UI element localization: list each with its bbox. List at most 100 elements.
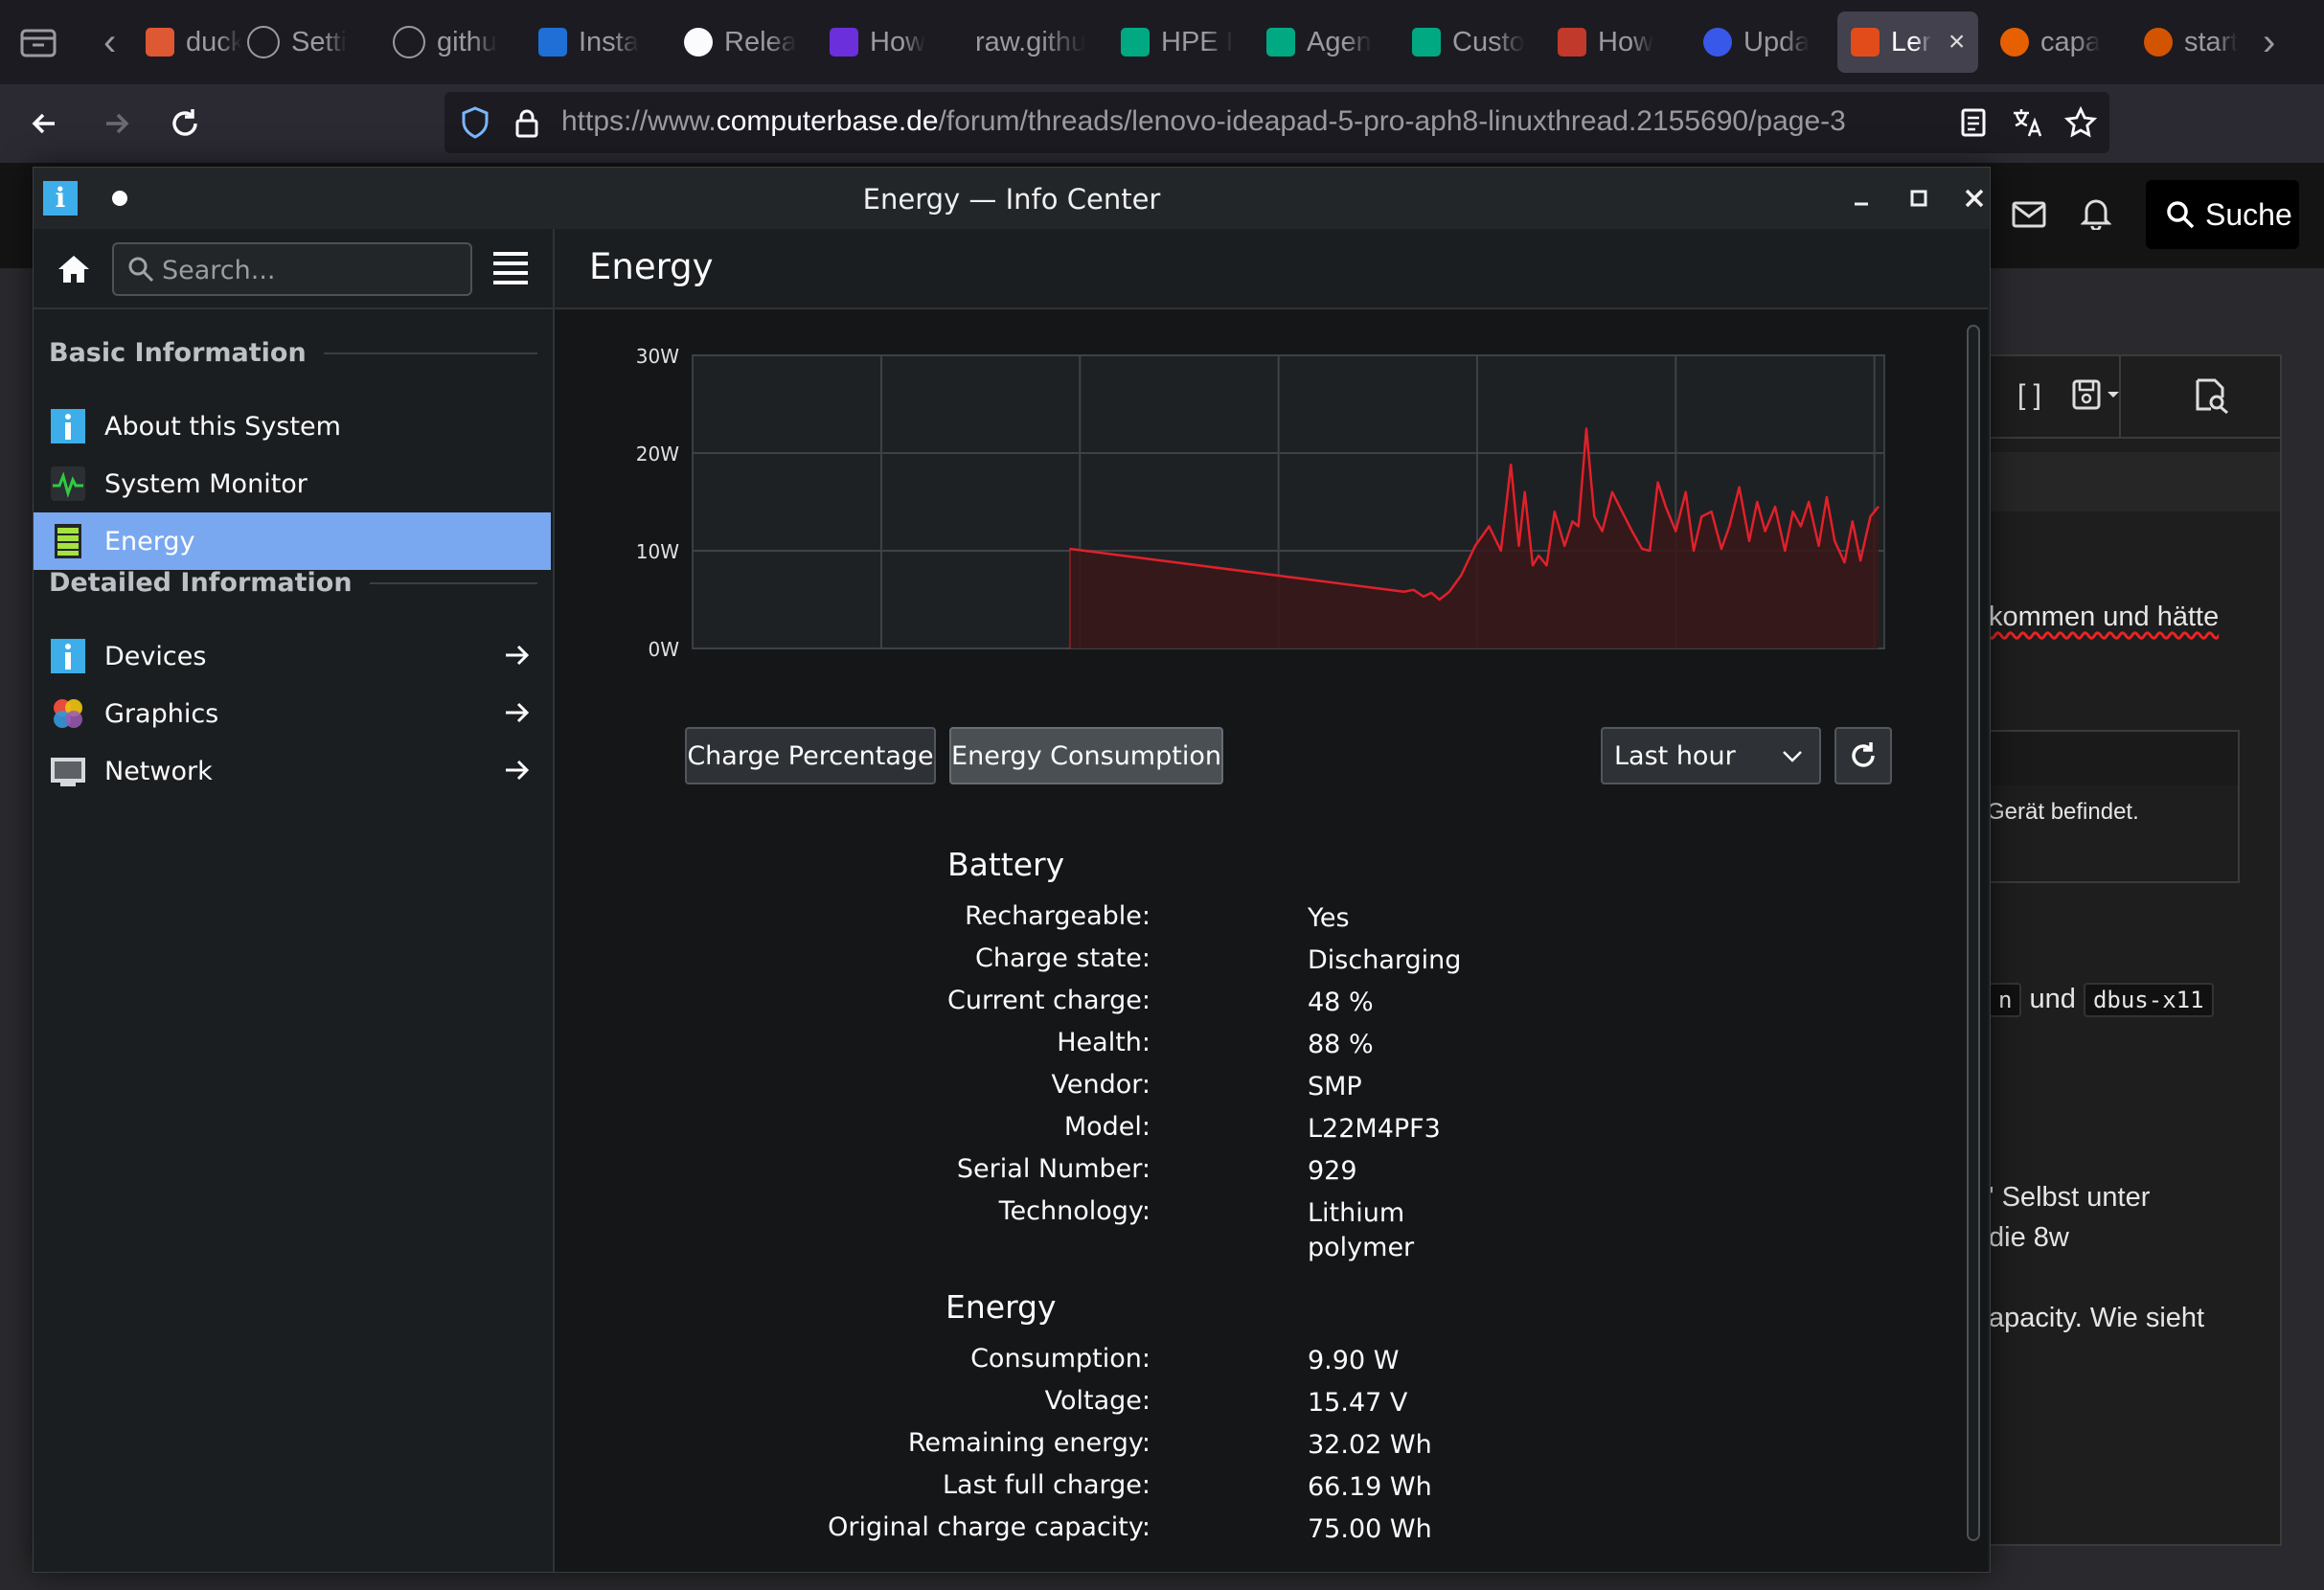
search-icon — [2167, 201, 2195, 229]
chart-x-tick-label: 4:40 PM — [1835, 670, 1903, 671]
system-monitor-icon — [49, 465, 87, 503]
close-icon[interactable] — [1957, 181, 1992, 216]
browser-tab-label: Upda — [1743, 26, 1811, 57]
chart-data-point — [1430, 592, 1433, 594]
back-icon[interactable] — [21, 100, 69, 148]
browser-tab[interactable]: Insta — [538, 11, 639, 73]
browser-tab-label: Agen — [1307, 26, 1372, 57]
duck-icon — [146, 28, 174, 57]
home-icon[interactable] — [55, 252, 93, 286]
chart-data-point — [1577, 525, 1580, 528]
sidebar-section-heading: Detailed Information — [49, 568, 537, 598]
chart-data-point — [1800, 525, 1802, 528]
editor-strip — [1966, 452, 2280, 511]
chart-data-point — [1460, 574, 1463, 577]
browser-tab[interactable]: How — [1558, 11, 1653, 73]
sidebar-item-label: About this System — [104, 411, 341, 442]
maximize-icon[interactable] — [1902, 181, 1936, 216]
energy-info-row: Voltage: 15.47 V — [555, 1386, 1896, 1424]
browser-tab[interactable]: Ler × — [1837, 11, 1979, 73]
chart-data-point — [1641, 548, 1643, 550]
sidebar-item-label: Energy — [104, 526, 195, 556]
sidebar-item-graphics[interactable]: Graphics — [34, 685, 551, 742]
sidebar-item-about-this-system[interactable]: About this System — [34, 398, 551, 455]
browser-tab[interactable]: Relea — [684, 11, 797, 73]
chart-data-point — [1656, 481, 1659, 484]
chart-data-point — [1720, 548, 1722, 550]
battery-info-row: Current charge: 48 % — [555, 986, 1896, 1024]
search-icon — [127, 256, 154, 283]
refresh-icon — [1852, 742, 1875, 767]
arrow-right-icon — [501, 696, 534, 729]
chart-y-tick-label: 30W — [636, 345, 679, 368]
search-input[interactable] — [160, 252, 461, 288]
time-range-select[interactable]: Last hour — [1601, 727, 1821, 784]
browser-tab[interactable]: Custo — [1412, 11, 1525, 73]
chart-data-point — [1826, 496, 1828, 498]
browser-tab[interactable]: raw.githu — [975, 11, 1086, 73]
sidebar-item-system-monitor[interactable]: System Monitor — [34, 455, 551, 512]
sidebar-item-devices[interactable]: Devices — [34, 627, 551, 685]
browser-tab[interactable]: Setti — [247, 11, 347, 73]
site-search-button[interactable]: Suche — [2146, 180, 2299, 249]
bell-icon[interactable] — [2080, 195, 2112, 235]
browser-tab[interactable]: duck — [146, 11, 241, 73]
chart-data-point — [1852, 520, 1854, 523]
bookmark-star-icon[interactable] — [2063, 105, 2098, 140]
save-draft-icon[interactable] — [2071, 377, 2125, 417]
window-titlebar[interactable]: i Energy — Info Center — [34, 168, 1990, 229]
browser-tab[interactable]: githu — [393, 11, 497, 73]
chart-data-point — [1571, 520, 1574, 523]
browser-tab-label: Setti — [291, 26, 348, 57]
content-scrollbar[interactable] — [1967, 325, 1980, 1541]
minimize-icon[interactable] — [1844, 181, 1879, 216]
energy-info-row: Remaining energy: 32.02 Wh — [555, 1428, 1896, 1466]
browser-tab-label: How — [1598, 26, 1654, 57]
close-tab-icon[interactable]: × — [1948, 26, 1966, 57]
sidebar-item-network[interactable]: Network — [34, 742, 551, 800]
browser-tab-label: Ler — [1891, 26, 1931, 57]
content-header: Energy — [555, 229, 1988, 309]
browser-tab[interactable]: Upda — [1703, 11, 1810, 73]
sidebar-search-field[interactable] — [112, 242, 472, 296]
chart-y-tick-label: 10W — [636, 540, 679, 563]
mail-icon[interactable] — [2012, 201, 2046, 233]
url-bar[interactable]: https://www.computerbase.de/forum/thread… — [444, 92, 2109, 153]
browser-tab[interactable]: Agen — [1266, 11, 1372, 73]
url-text[interactable]: https://www.computerbase.de/forum/thread… — [561, 105, 1846, 137]
scroll-tabs-left-icon[interactable]: ‹ — [103, 21, 117, 63]
preview-icon[interactable] — [2192, 377, 2230, 419]
battery-icon — [49, 522, 87, 560]
info-value: 32.02 Wh — [1308, 1430, 1432, 1460]
tracking-protection-shield-icon[interactable] — [458, 105, 492, 140]
browser-tab[interactable]: HPE I — [1121, 11, 1234, 73]
browser-tab[interactable]: How — [830, 11, 925, 73]
browser-tab[interactable]: start — [2144, 11, 2238, 73]
sidebar: Basic Information About this System System… — [34, 229, 555, 1572]
hamburger-menu-icon[interactable] — [493, 252, 528, 284]
tab-list-icon[interactable] — [19, 25, 57, 59]
forward-icon[interactable] — [92, 100, 140, 148]
refresh-button[interactable] — [1834, 727, 1892, 784]
translate-icon[interactable] — [2010, 105, 2044, 140]
keep-on-all-desktops-icon[interactable] — [112, 191, 127, 206]
chart-data-point — [1784, 550, 1787, 552]
info-value: 66.19 Wh — [1308, 1472, 1432, 1502]
info-key: Vendor: — [1051, 1070, 1151, 1100]
charge-percentage-button[interactable]: Charge Percentage — [685, 727, 936, 784]
sidebar-item-energy[interactable]: Energy — [34, 512, 551, 570]
energy-consumption-button[interactable]: Energy Consumption — [949, 727, 1223, 784]
lock-icon[interactable] — [510, 105, 544, 140]
chart-data-point — [1808, 501, 1811, 503]
browser-tab[interactable]: capa — [2000, 11, 2101, 73]
info-center-app-icon[interactable]: i — [43, 181, 78, 216]
chart-data-point — [1448, 591, 1450, 593]
reload-icon[interactable] — [161, 100, 209, 148]
reader-view-icon[interactable] — [1956, 105, 1991, 140]
browser-tab-label: Custo — [1452, 26, 1525, 57]
bbcode-toggle-icon[interactable]: [ ] — [2017, 379, 2042, 411]
chart-data-point — [1748, 540, 1750, 542]
info-value: 15.47 V — [1308, 1388, 1408, 1418]
battery-info-row: Charge state: Discharging — [555, 943, 1896, 982]
scroll-tabs-right-icon[interactable]: › — [2263, 21, 2276, 63]
